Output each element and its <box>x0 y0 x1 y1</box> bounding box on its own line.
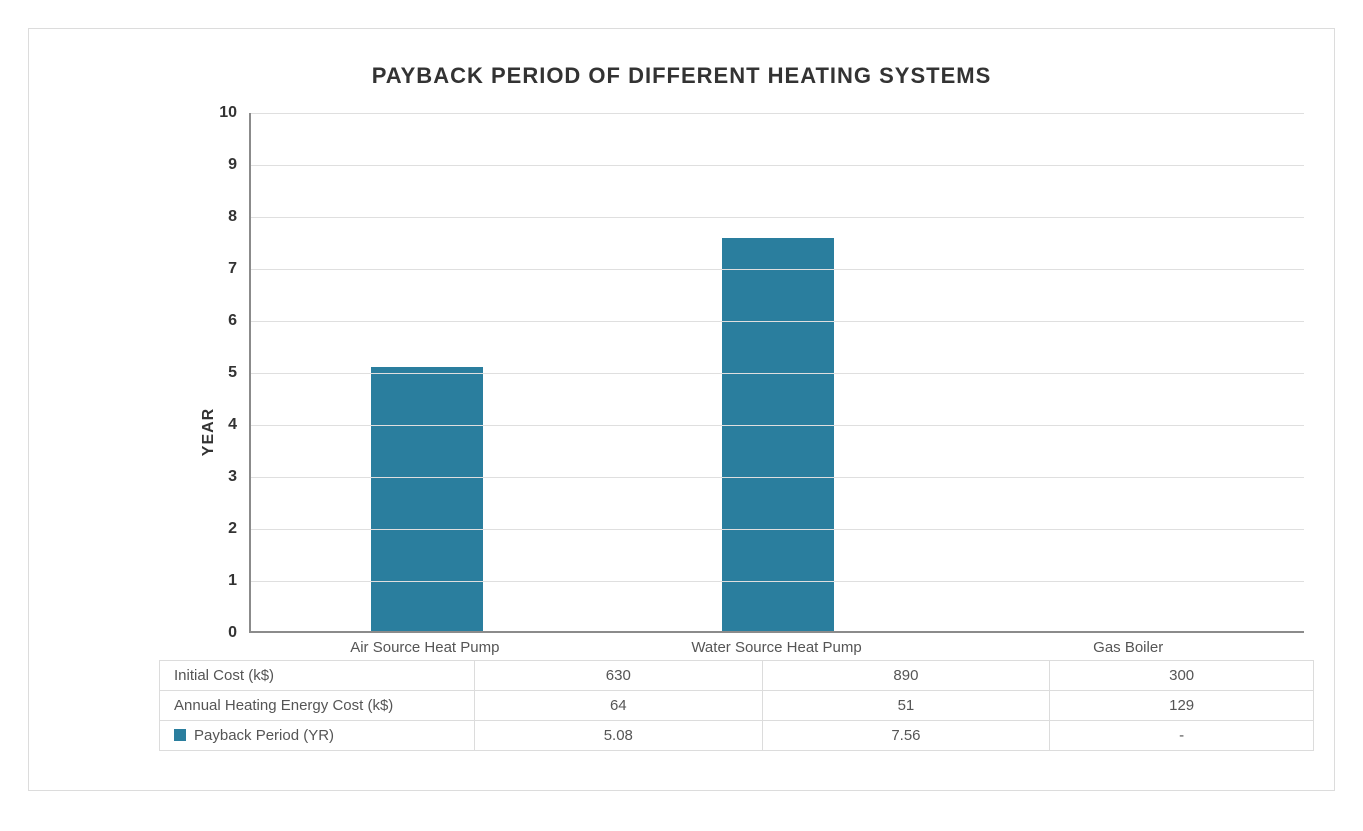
table-cell: 5.08 <box>475 721 763 751</box>
gridline <box>251 321 1304 322</box>
y-tick-label: 5 <box>228 364 251 382</box>
y-tick-label: 8 <box>228 208 251 226</box>
table-cell: 7.56 <box>762 721 1050 751</box>
category-column <box>953 113 1304 631</box>
x-tick-label: Gas Boiler <box>952 639 1304 656</box>
table-row-header: Payback Period (YR) <box>160 721 475 751</box>
bar <box>371 367 483 631</box>
y-tick-label: 7 <box>228 260 251 278</box>
chart-frame: PAYBACK PERIOD OF DIFFERENT HEATING SYST… <box>28 28 1335 791</box>
gridline <box>251 373 1304 374</box>
page-root: PAYBACK PERIOD OF DIFFERENT HEATING SYST… <box>0 0 1363 831</box>
category-container <box>251 113 1304 631</box>
data-table: Initial Cost (k$)630890300Annual Heating… <box>159 660 1314 751</box>
table-row-label: Annual Heating Energy Cost (k$) <box>174 697 393 714</box>
y-tick-label: 10 <box>219 104 251 122</box>
y-tick-label: 9 <box>228 156 251 174</box>
y-tick-label: 3 <box>228 468 251 486</box>
table-row: Initial Cost (k$) 630890300 <box>160 661 1314 691</box>
bar <box>722 238 834 631</box>
category-column <box>602 113 953 631</box>
category-column <box>251 113 602 631</box>
gridline <box>251 529 1304 530</box>
y-tick-label: 4 <box>228 416 251 434</box>
legend-marker-icon <box>174 729 186 741</box>
x-tick-label: Air Source Heat Pump <box>249 639 601 656</box>
table-cell: 64 <box>475 691 763 721</box>
table-cell: 630 <box>475 661 763 691</box>
gridline <box>251 581 1304 582</box>
y-tick-label: 0 <box>228 624 251 642</box>
gridline <box>251 477 1304 478</box>
table-row-header: Annual Heating Energy Cost (k$) <box>160 691 475 721</box>
table-row-label: Initial Cost (k$) <box>174 667 274 684</box>
table-cell: 890 <box>762 661 1050 691</box>
gridline <box>251 269 1304 270</box>
y-axis-label: YEAR <box>200 408 218 456</box>
gridline <box>251 113 1304 114</box>
gridline <box>251 425 1304 426</box>
y-tick-label: 2 <box>228 520 251 538</box>
table-row-label: Payback Period (YR) <box>194 727 334 744</box>
table-row: Payback Period (YR) 5.087.56- <box>160 721 1314 751</box>
y-tick-label: 6 <box>228 312 251 330</box>
gridline <box>251 165 1304 166</box>
chart-area: YEAR 012345678910 Air Source Heat PumpWa… <box>249 113 1304 751</box>
y-tick-label: 1 <box>228 572 251 590</box>
x-tick-label: Water Source Heat Pump <box>601 639 953 656</box>
gridline <box>251 217 1304 218</box>
table-row: Annual Heating Energy Cost (k$) 6451129 <box>160 691 1314 721</box>
table-cell: 129 <box>1050 691 1314 721</box>
table-row-header: Initial Cost (k$) <box>160 661 475 691</box>
plot-region: 012345678910 <box>249 113 1304 633</box>
chart-title: PAYBACK PERIOD OF DIFFERENT HEATING SYST… <box>49 63 1314 89</box>
x-axis-labels: Air Source Heat PumpWater Source Heat Pu… <box>249 639 1304 656</box>
table-cell: 51 <box>762 691 1050 721</box>
table-cell: 300 <box>1050 661 1314 691</box>
table-cell: - <box>1050 721 1314 751</box>
